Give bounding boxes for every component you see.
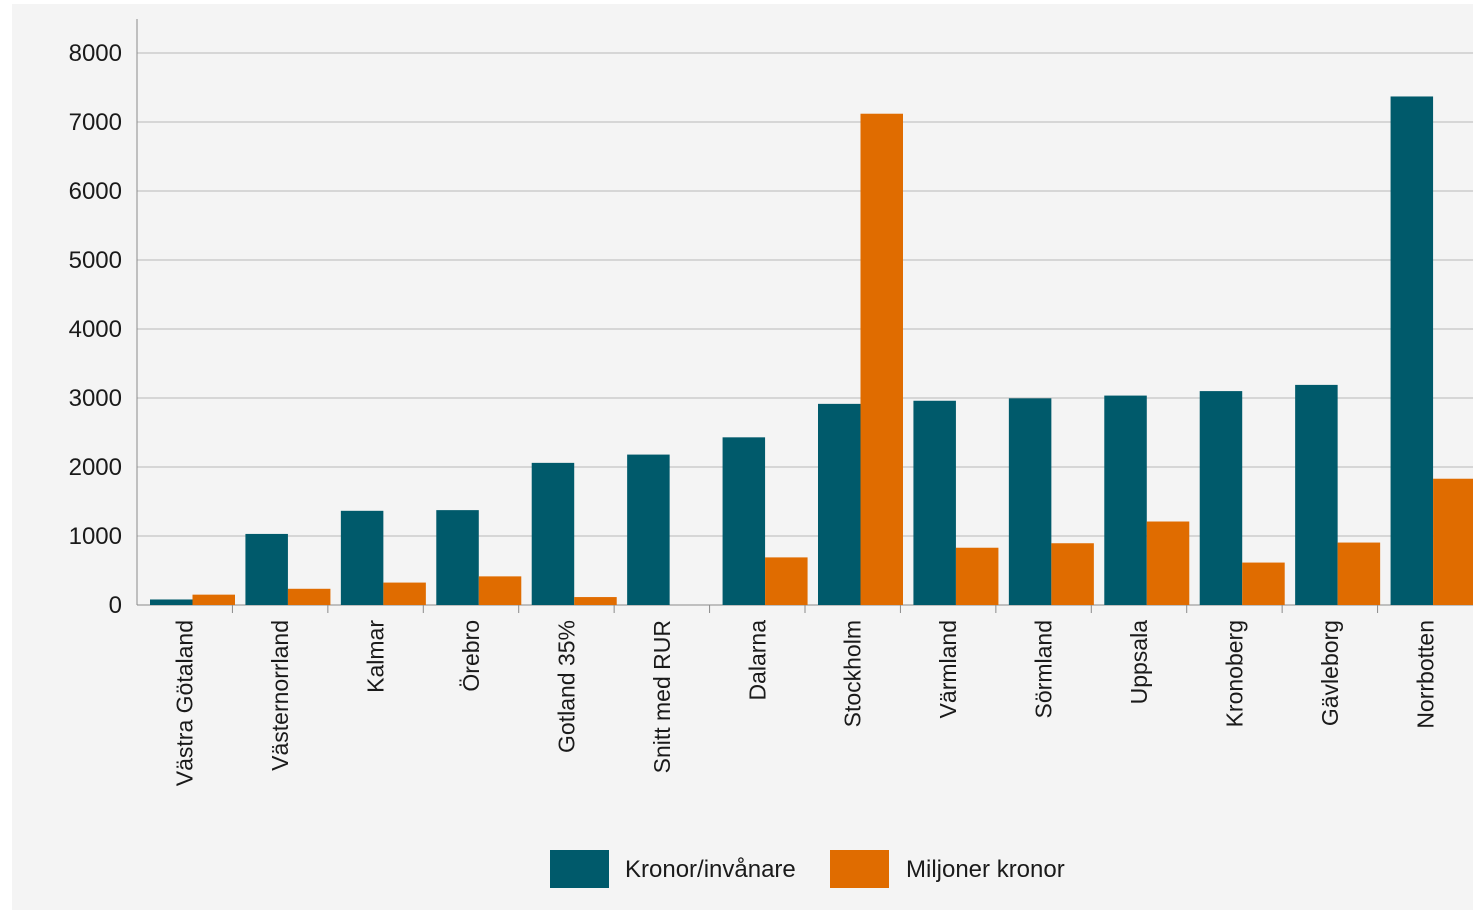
gridlines	[137, 52, 1473, 537]
axes	[136, 19, 1473, 606]
bar-miljoner-kronor	[1051, 543, 1094, 605]
y-tick-label: 5000	[69, 247, 122, 274]
y-tick-label: 0	[109, 592, 122, 619]
bar-kronor-invanare	[1295, 384, 1338, 605]
x-tick-label: Snitt med RUR	[649, 620, 675, 773]
bars	[150, 96, 1473, 605]
bar-kronor-invanare	[436, 510, 479, 605]
y-tick-label: 1000	[69, 523, 122, 550]
legend-label: Miljoner kronor	[906, 856, 1065, 883]
bar-kronor-invanare	[340, 510, 384, 605]
x-axis-ticks: Västra Götaland Västernorrland Kalmar Örebr…	[172, 605, 1438, 786]
bar-miljoner-kronor	[478, 576, 522, 605]
y-axis-ticks: 0 1000 2000 3000 4000 5000 6000 7000 8000	[69, 40, 122, 619]
bar-miljoner-kronor	[574, 597, 617, 605]
chart-area: 0 1000 2000 3000 4000 5000 6000 7000 8000 Västra…	[12, 4, 1473, 910]
y-tick-label: 3000	[69, 385, 122, 412]
legend-swatch	[550, 850, 609, 888]
bar-kronor-invanare	[245, 533, 288, 605]
bar-miljoner-kronor	[1337, 542, 1381, 605]
x-tick-label: Värmland	[935, 620, 961, 718]
x-tick-label: Kalmar	[363, 620, 389, 693]
bar-miljoner-kronor	[383, 582, 426, 605]
x-tick-label: Stockholm	[840, 620, 866, 727]
bar-miljoner-kronor	[765, 557, 808, 605]
bar-kronor-invanare	[818, 403, 861, 605]
x-tick-label: Västernorrland	[267, 620, 293, 771]
x-tick-label: Kronoberg	[1221, 620, 1247, 727]
bar-kronor-invanare	[1008, 398, 1052, 605]
x-tick-label: Dalarna	[744, 620, 770, 701]
y-tick-label: 8000	[69, 40, 122, 67]
bar-miljoner-kronor	[192, 594, 235, 605]
bar-kronor-invanare	[1104, 395, 1147, 605]
x-tick-label: Västra Götaland	[172, 620, 198, 786]
y-tick-label: 6000	[69, 178, 122, 205]
legend-label: Kronor/invånare	[625, 856, 796, 883]
bar-kronor-invanare	[1199, 391, 1243, 605]
legend-swatch	[830, 850, 889, 888]
bar-kronor-invanare	[913, 400, 956, 605]
bar-miljoner-kronor	[1146, 521, 1190, 605]
x-tick-label: Gävleborg	[1317, 620, 1343, 726]
bar-miljoner-kronor	[955, 547, 999, 605]
bar-kronor-invanare	[627, 454, 670, 605]
y-tick-label: 2000	[69, 454, 122, 481]
bar-miljoner-kronor	[1242, 562, 1285, 605]
bar-miljoner-kronor	[860, 113, 903, 605]
bar-kronor-invanare	[150, 599, 193, 605]
x-tick-label: Uppsala	[1126, 620, 1152, 705]
y-tick-label: 7000	[69, 109, 122, 136]
y-tick-label: 4000	[69, 316, 122, 343]
bar-miljoner-kronor	[1433, 478, 1473, 605]
bar-miljoner-kronor	[287, 588, 331, 605]
legend: Kronor/invånare Miljoner kronor	[550, 850, 1065, 888]
bar-kronor-invanare	[722, 437, 766, 605]
x-tick-label: Sörmland	[1031, 620, 1057, 718]
bar-chart: 0 1000 2000 3000 4000 5000 6000 7000 8000 Västra…	[69, 19, 1473, 888]
x-tick-label: Gotland 35%	[553, 620, 579, 753]
bar-kronor-invanare	[531, 462, 575, 605]
bar-kronor-invanare	[1390, 96, 1434, 605]
x-tick-label: Örebro	[458, 620, 484, 692]
x-tick-label: Norrbotten	[1412, 620, 1438, 729]
